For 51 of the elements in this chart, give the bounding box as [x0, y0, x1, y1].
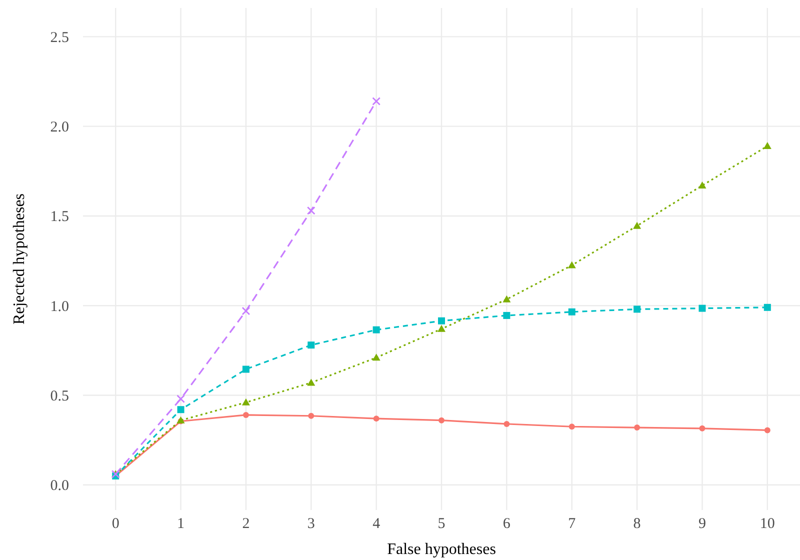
point — [308, 412, 314, 419]
point — [242, 366, 250, 373]
point — [438, 417, 444, 424]
x-tick-label: 9 — [698, 516, 706, 532]
x-tick-label: 6 — [502, 516, 511, 532]
point — [242, 412, 249, 418]
y-axis-title: Rejected hypotheses — [11, 193, 28, 325]
point — [372, 354, 380, 361]
point — [177, 406, 184, 414]
point — [764, 304, 771, 311]
point — [634, 424, 640, 431]
point — [568, 308, 576, 316]
y-tick-label: 0.5 — [50, 388, 69, 405]
point — [699, 425, 706, 432]
y-tick-label: 0.0 — [50, 478, 69, 494]
point — [504, 420, 510, 427]
point — [308, 342, 315, 349]
point — [306, 206, 316, 215]
point — [764, 427, 770, 434]
x-tick-label: 10 — [760, 516, 775, 532]
point — [502, 295, 511, 302]
point — [307, 378, 316, 386]
x-tick-label: 1 — [177, 516, 185, 532]
x-tick-label: 4 — [372, 516, 381, 532]
y-tick-label: 2.5 — [50, 30, 69, 46]
x-axis-title: False hypotheses — [387, 541, 496, 558]
x-tick-label: 8 — [633, 516, 641, 532]
point — [633, 222, 642, 229]
point — [372, 97, 381, 106]
point — [698, 304, 706, 312]
point — [372, 326, 380, 334]
x-tick-label: 3 — [307, 516, 315, 532]
y-tick-label: 1.5 — [50, 209, 69, 226]
x-tick-label: 7 — [568, 516, 576, 532]
y-tick-label: 2.0 — [50, 120, 69, 136]
x-tick-label: 2 — [242, 516, 250, 532]
point — [373, 416, 380, 422]
point — [763, 142, 772, 150]
point — [634, 306, 641, 313]
point — [242, 306, 250, 316]
point — [176, 394, 185, 404]
x-tick-label: 0 — [112, 516, 120, 532]
point — [568, 424, 575, 430]
x-tick-label: 5 — [438, 516, 446, 532]
point — [503, 312, 510, 319]
y-tick-label: 1.0 — [50, 298, 69, 315]
point — [698, 181, 706, 188]
point — [568, 261, 576, 268]
point — [438, 317, 445, 324]
point — [242, 398, 250, 406]
point — [438, 324, 446, 332]
